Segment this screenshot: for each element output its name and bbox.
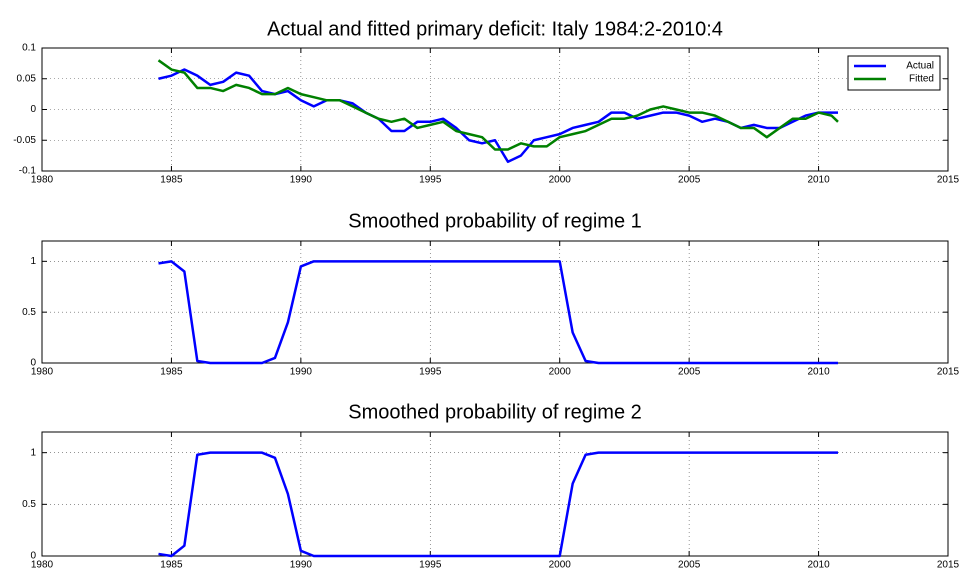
legend-box xyxy=(847,55,941,91)
y-tick-label: -0.1 xyxy=(19,166,37,177)
y-tick-label: 0.5 xyxy=(22,307,36,318)
x-tick-label: 2015 xyxy=(937,175,960,186)
x-tick-label: 2010 xyxy=(807,175,830,186)
y-tick-label: 0 xyxy=(30,104,36,115)
x-tick-label: 1995 xyxy=(419,560,442,571)
x-tick-label: 1985 xyxy=(160,367,183,378)
x-tick-label: 1995 xyxy=(419,367,442,378)
x-tick-label: 1980 xyxy=(31,560,54,571)
x-tick-label: 2010 xyxy=(807,560,830,571)
x-tick-label: 2005 xyxy=(678,560,701,571)
legend-label: Actual xyxy=(906,61,934,72)
x-tick-label: 2000 xyxy=(549,560,572,571)
legend-label: Fitted xyxy=(909,74,934,85)
chart-title: Smoothed probability of regime 1 xyxy=(348,210,642,232)
x-tick-label: 1985 xyxy=(160,175,183,186)
y-tick-label: 0.05 xyxy=(17,73,37,84)
x-tick-label: 1990 xyxy=(290,560,313,571)
y-tick-label: 0.1 xyxy=(22,43,36,54)
subplot: Smoothed probability of regime 1 0 0.5 1 198… xyxy=(22,210,959,377)
y-tick-label: 1 xyxy=(30,256,36,267)
y-tick-label: 0.5 xyxy=(22,499,36,510)
x-tick-label: 2010 xyxy=(807,367,830,378)
x-tick-label: 1985 xyxy=(160,560,183,571)
x-tick-label: 2005 xyxy=(678,175,701,186)
x-tick-label: 2005 xyxy=(678,367,701,378)
x-tick-label: 1990 xyxy=(290,367,313,378)
series-line xyxy=(158,260,838,365)
y-tick-label: -0.05 xyxy=(13,135,36,146)
x-tick-label: 1980 xyxy=(31,367,54,378)
chart-title: Actual and fitted primary deficit: Italy… xyxy=(267,18,723,40)
x-tick-label: 2015 xyxy=(937,367,960,378)
axes-box xyxy=(41,240,949,364)
x-tick-label: 2000 xyxy=(549,367,572,378)
x-tick-label: 1980 xyxy=(31,175,54,186)
y-tick-label: 1 xyxy=(30,447,36,458)
y-tick-label: 0 xyxy=(30,551,36,562)
series-line xyxy=(157,59,839,151)
series-line xyxy=(158,451,838,558)
legend: Actual Fitted xyxy=(847,55,941,91)
y-tick-label: 0 xyxy=(30,358,36,369)
x-tick-label: 2015 xyxy=(937,560,960,571)
axes-box xyxy=(41,47,949,172)
x-tick-label: 2000 xyxy=(549,175,572,186)
chart-title: Smoothed probability of regime 2 xyxy=(348,401,642,423)
x-tick-label: 1990 xyxy=(290,175,313,186)
x-tick-label: 1995 xyxy=(419,175,442,186)
subplot: Smoothed probability of regime 2 0 0.5 1 198… xyxy=(22,401,959,570)
subplot: Actual and fitted primary deficit: Italy… xyxy=(13,18,959,185)
